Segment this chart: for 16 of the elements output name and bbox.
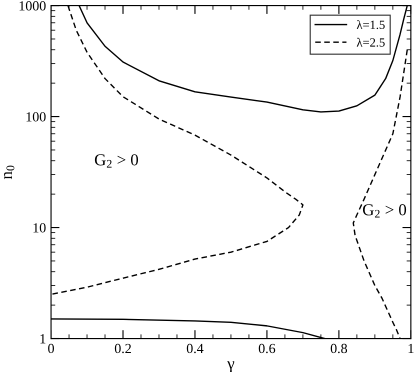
legend-label: λ=1.5 [356, 20, 385, 30]
y-tick-label: 100 [26, 112, 46, 122]
x-tick-label: 0 [48, 344, 54, 354]
y-tick-label: 1 [40, 334, 46, 344]
x-tick-label: 1 [408, 344, 414, 354]
legend-label: λ=2.5 [356, 38, 385, 47]
annotation: G$_{2}$ > 0 [94, 154, 138, 168]
x-tick-label: 0.6 [258, 344, 276, 354]
annotation: G$_{2}$ > 0 [362, 204, 406, 218]
x-axis-title: γ [227, 361, 234, 372]
y-tick-label: 10 [34, 223, 46, 232]
x-tick-label: 0.2 [114, 344, 131, 354]
x-tick-label: 0.8 [330, 344, 348, 354]
y-axis-title: n$_{0}$ [4, 166, 14, 180]
y-tick-label: 1000 [20, 1, 46, 11]
x-tick-label: 0.4 [186, 344, 204, 354]
